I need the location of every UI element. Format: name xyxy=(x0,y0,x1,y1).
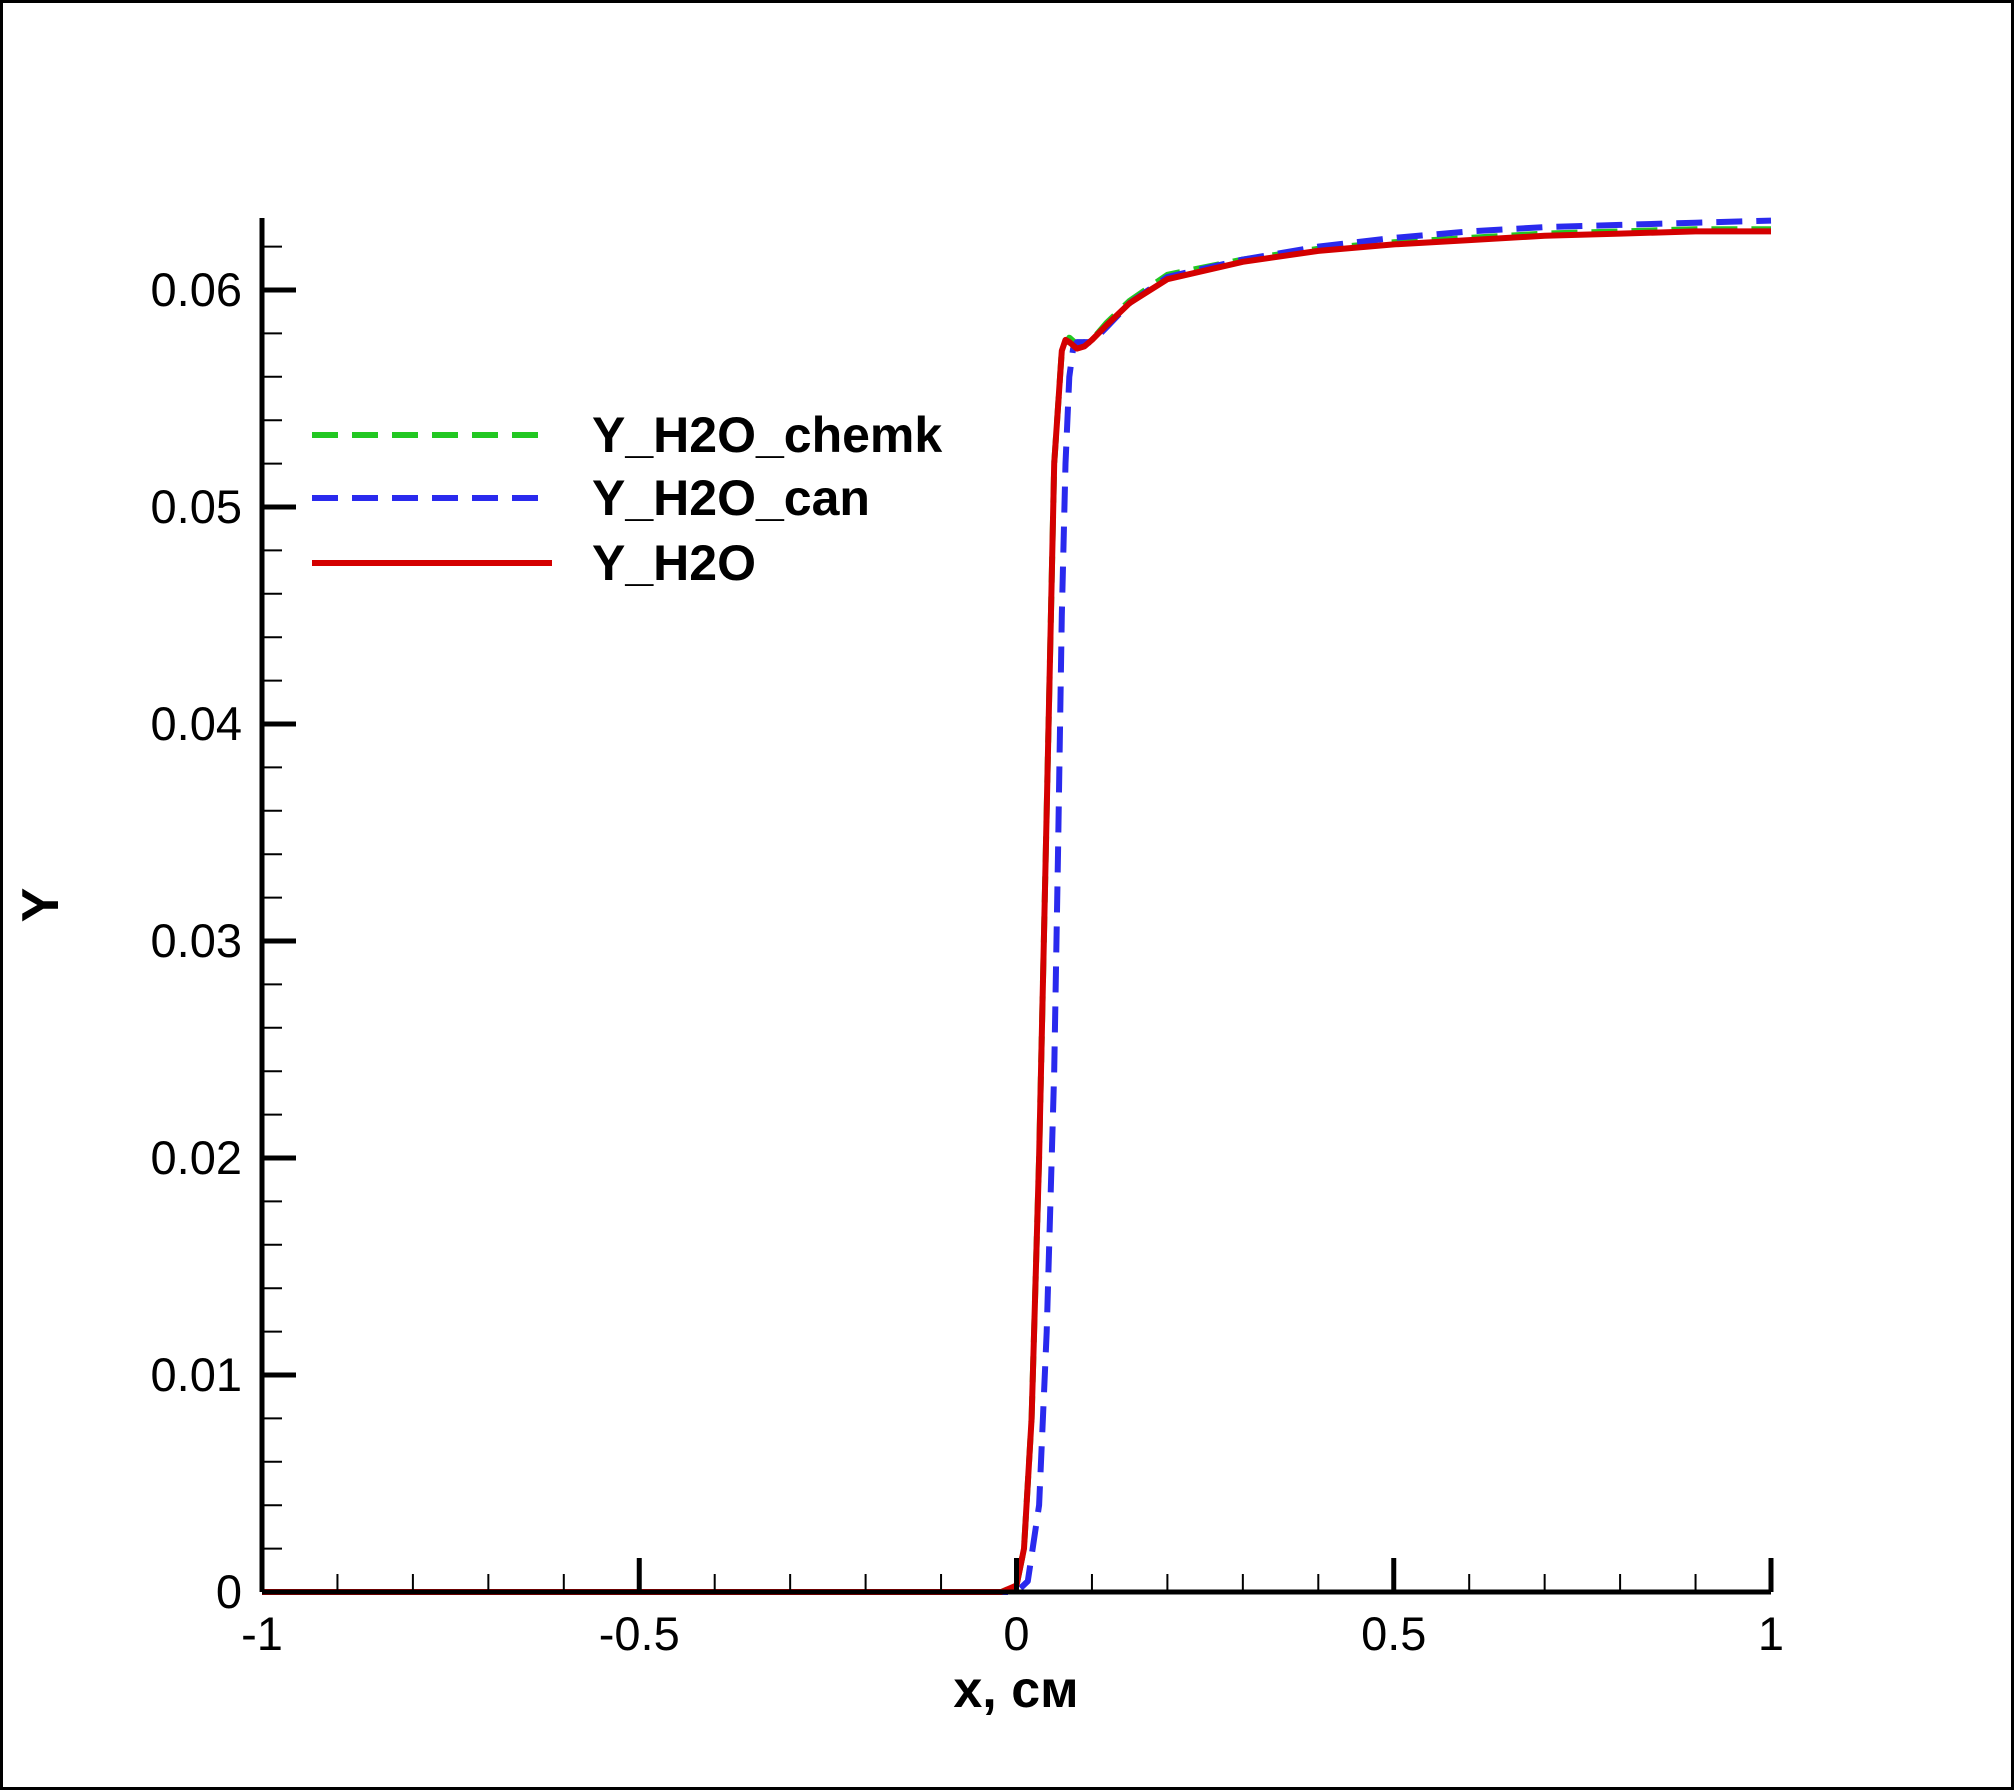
axes xyxy=(259,218,1771,1595)
x-tick-label: 1 xyxy=(1758,1607,1784,1660)
y-tick-label: 0.01 xyxy=(151,1348,242,1401)
plot-curves xyxy=(262,217,1772,1595)
y-tick-label: 0.03 xyxy=(151,914,242,967)
x-axis-title: x, см xyxy=(953,1661,1078,1719)
y-tick-label: 0.02 xyxy=(151,1131,242,1184)
series-line-y-h2o-can xyxy=(262,217,1772,1595)
y-tick-label: 0 xyxy=(216,1565,242,1618)
legend-label: Y_H2O_can xyxy=(592,470,870,526)
y-tick-label: 0.05 xyxy=(151,480,242,533)
series-line-y-h2o xyxy=(262,228,1771,1595)
x-tick-label: -0.5 xyxy=(599,1607,680,1660)
x-tick-label: -1 xyxy=(241,1607,283,1660)
ticks xyxy=(259,245,1774,1595)
legend-label: Y_H2O_chemk xyxy=(592,407,942,463)
y-axis-title: Y xyxy=(12,888,70,923)
legend-label: Y_H2O xyxy=(592,535,756,591)
legend: Y_H2O_chemk Y_H2O_can Y_H2O xyxy=(312,407,942,591)
y-tick-label: 0.04 xyxy=(151,697,242,750)
tick-labels: -1 -0.5 0 0.5 1 0 0.01 0.02 0.03 0.04 0.05 0.06 xyxy=(151,263,1785,1660)
x-tick-label: 0.5 xyxy=(1361,1607,1426,1660)
x-tick-label: 0 xyxy=(1003,1607,1029,1660)
y-tick-label: 0.06 xyxy=(151,263,242,316)
